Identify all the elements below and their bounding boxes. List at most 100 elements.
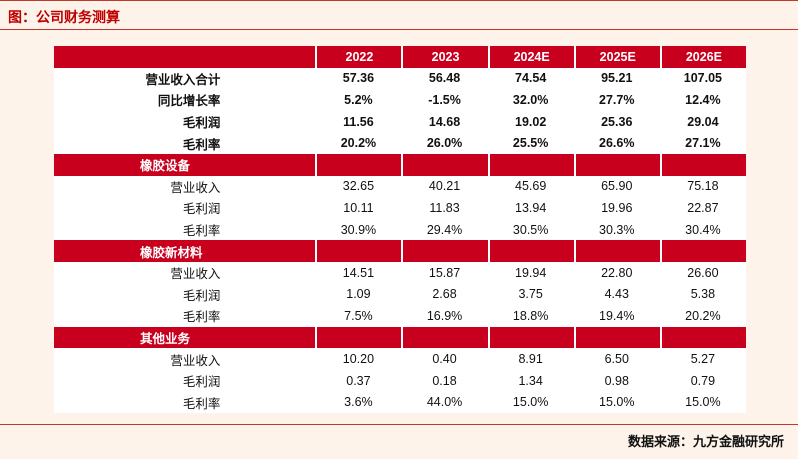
section-header-cell	[487, 240, 574, 262]
table-cell: 6.50	[604, 352, 629, 367]
table-cell: 20.2%	[685, 308, 721, 323]
table-cell: 32.65	[342, 179, 375, 194]
table-cell: 26.0%	[426, 136, 463, 151]
row-label: 毛利率	[182, 309, 221, 325]
financial-forecast-table: 2022 2023 2024E 2025E 2026E 营业收入合计 57.36 5…	[54, 46, 746, 413]
header-year: 2022	[315, 46, 402, 68]
table-cell: 11.56	[343, 114, 374, 129]
table-cell: 7.5%	[344, 308, 373, 323]
table-row: 毛利率 3.6% 44.0% 15.0% 15.0% 15.0%	[54, 392, 746, 414]
summary-row: 毛利率 20.2% 26.0% 25.5% 26.6% 27.1%	[54, 132, 746, 154]
table-cell: 95.21	[601, 71, 633, 86]
table-cell: 18.8%	[512, 308, 549, 323]
row-label: 毛利润	[182, 115, 221, 131]
table-cell: 27.1%	[685, 136, 721, 151]
row-label: 毛利率	[182, 136, 221, 152]
header-year: 2023	[401, 46, 488, 68]
section-header-row: 其他业务	[54, 326, 746, 349]
table-cell: 12.4%	[685, 92, 721, 107]
table-cell: 107.05	[683, 71, 723, 86]
row-label: 营业收入	[170, 352, 221, 368]
section-header-cell	[573, 153, 660, 176]
table-cell: 1.34	[518, 373, 543, 388]
table-cell: 20.2%	[340, 136, 377, 151]
row-label: 毛利润	[182, 287, 221, 303]
table-cell: 10.11	[343, 200, 374, 215]
table-cell: 74.54	[515, 71, 547, 86]
row-label: 毛利率	[182, 223, 221, 239]
table-cell: 5.2%	[344, 92, 373, 107]
section-header-cell	[401, 326, 488, 349]
table-row: 营业收入 10.20 0.40 8.91 6.50 5.27	[54, 348, 746, 370]
header-year: 2024E	[487, 46, 574, 68]
table-cell: 29.4%	[426, 222, 463, 237]
section-header-cell	[315, 153, 402, 176]
table-row: 毛利率 7.5% 16.9% 18.8% 19.4% 20.2%	[54, 305, 746, 327]
table-cell: 14.68	[428, 114, 461, 129]
section-header-cell	[659, 240, 746, 262]
section-header-cell	[573, 326, 660, 349]
section-title: 橡胶设备	[54, 153, 316, 176]
section-header-cell	[487, 153, 574, 176]
table-cell: 30.9%	[340, 222, 377, 237]
table-cell: 14.51	[342, 265, 375, 280]
row-label: 营业收入	[170, 266, 221, 282]
table-cell: 8.91	[518, 352, 543, 367]
table-cell: 56.48	[428, 71, 461, 86]
figure-title: 图：公司财务测算	[8, 10, 120, 26]
table-cell: 30.4%	[685, 222, 721, 237]
summary-row: 同比增长率 5.2% -1.5% 32.0% 27.7% 12.4%	[54, 89, 746, 111]
table-cell: -1.5%	[428, 92, 461, 107]
section-header-cell	[487, 326, 574, 349]
source-bar: 数据来源：九方金融研究所	[0, 424, 798, 459]
table-cell: 0.98	[604, 373, 629, 388]
table-cell: 16.9%	[426, 308, 463, 323]
row-label: 毛利润	[182, 201, 221, 217]
table-row: 营业收入 32.65 40.21 45.69 65.90 75.18	[54, 176, 746, 198]
title-bar: 图：公司财务测算	[0, 0, 798, 30]
section-header-row: 橡胶设备	[54, 153, 746, 176]
data-source: 数据来源：九方金融研究所	[627, 435, 784, 450]
header-row: 2022 2023 2024E 2025E 2026E	[54, 46, 746, 68]
section-title: 其他业务	[54, 326, 316, 349]
table-cell: 75.18	[687, 179, 719, 194]
table-cell: 3.75	[518, 287, 543, 302]
table-cell: 1.09	[346, 287, 371, 302]
table-cell: 22.87	[687, 200, 719, 215]
section-title: 橡胶新材料	[54, 240, 316, 262]
table-cell: 15.87	[428, 265, 461, 280]
table-cell: 0.37	[346, 373, 371, 388]
table-cell: 29.04	[687, 114, 719, 129]
table-cell: 0.79	[690, 373, 716, 388]
table-cell: 45.69	[515, 179, 547, 194]
summary-row: 毛利润 11.56 14.68 19.02 25.36 29.04	[54, 111, 746, 133]
section-header-row: 橡胶新材料	[54, 240, 746, 262]
table-row: 毛利润 10.11 11.83 13.94 19.96 22.87	[54, 197, 746, 219]
row-label: 营业收入	[170, 179, 221, 195]
table-cell: 26.60	[687, 265, 719, 280]
summary-row: 营业收入合计 57.36 56.48 74.54 95.21 107.05	[54, 68, 746, 90]
section-header-cell	[315, 240, 402, 262]
table-cell: 25.36	[601, 114, 633, 129]
table-cell: 4.43	[604, 287, 629, 302]
row-label: 营业收入合计	[145, 71, 221, 87]
table-cell: 15.0%	[512, 395, 549, 410]
table-cell: 44.0%	[426, 395, 463, 410]
table-row: 毛利润 1.09 2.68 3.75 4.43 5.38	[54, 284, 746, 306]
table-cell: 19.96	[601, 200, 633, 215]
row-label: 毛利率	[182, 395, 221, 411]
section-header-cell	[659, 153, 746, 176]
row-label: 同比增长率	[157, 93, 221, 109]
table-row: 营业收入 14.51 15.87 19.94 22.80 26.60	[54, 262, 746, 284]
table-cell: 5.27	[690, 352, 716, 367]
section-header-cell	[401, 240, 488, 262]
table-cell: 3.6%	[344, 395, 373, 410]
table-row: 毛利润 0.37 0.18 1.34 0.98 0.79	[54, 370, 746, 392]
header-blank	[54, 46, 316, 68]
table-cell: 15.0%	[599, 395, 635, 410]
table-cell: 0.40	[432, 352, 457, 367]
table-cell: 5.38	[690, 287, 716, 302]
table-cell: 19.02	[515, 114, 547, 129]
table-cell: 57.36	[342, 71, 375, 86]
table-cell: 15.0%	[685, 395, 721, 410]
